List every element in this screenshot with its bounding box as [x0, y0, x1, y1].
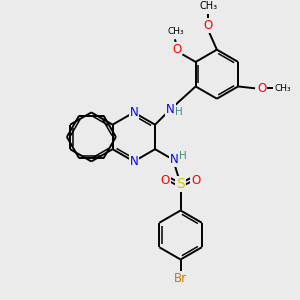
Text: CH₃: CH₃	[199, 1, 218, 11]
Text: Br: Br	[174, 272, 187, 285]
Text: N: N	[130, 155, 138, 168]
Text: CH₃: CH₃	[167, 27, 184, 36]
Text: N: N	[169, 153, 178, 166]
Text: O: O	[257, 82, 266, 95]
Text: H: H	[178, 151, 186, 161]
Text: N: N	[130, 106, 138, 119]
Text: O: O	[161, 174, 170, 187]
Text: N: N	[166, 103, 175, 116]
Text: H: H	[175, 107, 183, 117]
Text: CH₃: CH₃	[274, 84, 291, 93]
Text: O: O	[172, 43, 182, 56]
Text: S: S	[176, 177, 185, 191]
Text: O: O	[191, 174, 200, 187]
Text: O: O	[204, 19, 213, 32]
